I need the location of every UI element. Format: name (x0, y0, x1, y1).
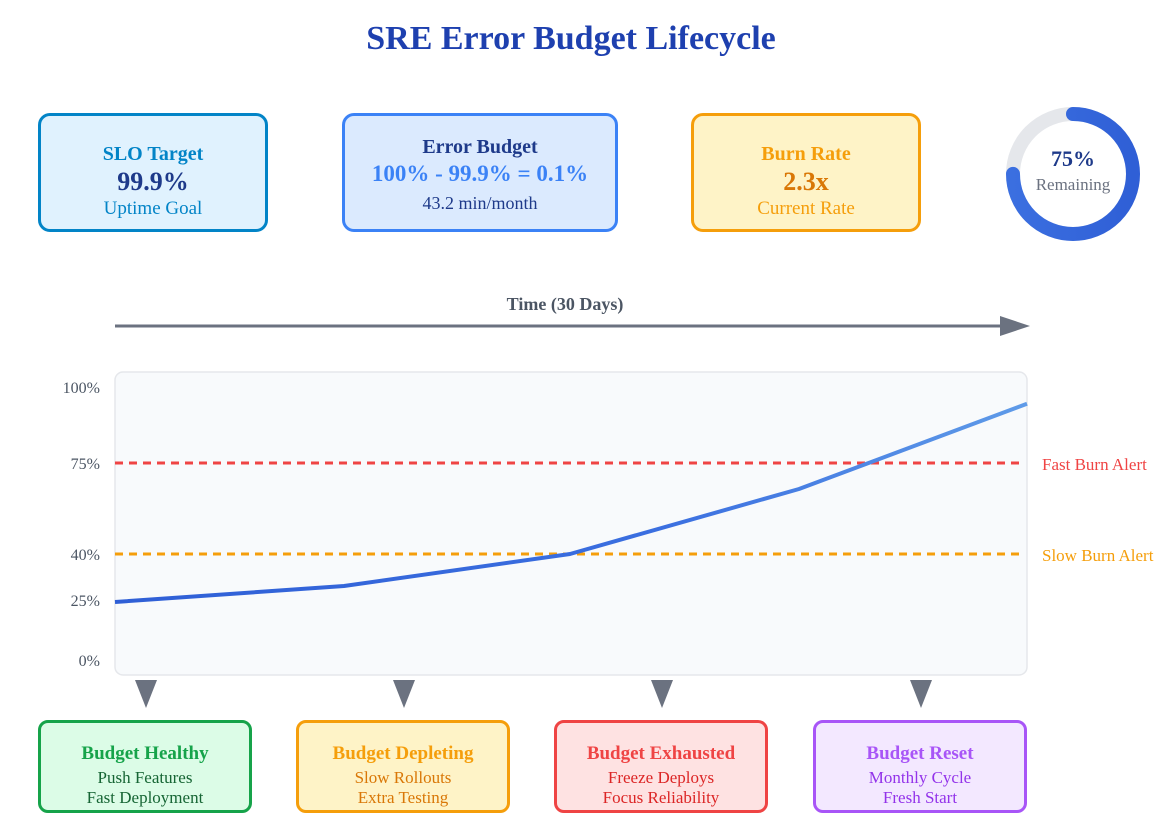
y-tick-0: 0% (78, 653, 100, 670)
stage-budget-exhausted: Budget Exhausted Freeze Deploys Focus Re… (554, 720, 768, 813)
stage-budget-depleting: Budget Depleting Slow Rollouts Extra Tes… (296, 720, 510, 813)
stage-title: Budget Depleting (332, 743, 474, 764)
budget-consumption-line (114, 401, 1028, 604)
slo-target-card: SLO Target 99.9% Uptime Goal (38, 113, 268, 232)
burn-rate-label: Burn Rate (761, 143, 851, 165)
burn-rate-sub: Current Rate (757, 198, 855, 219)
page-title: SRE Error Budget Lifecycle (366, 20, 776, 57)
stage-line-2: Extra Testing (357, 788, 449, 807)
gauge-percent: 75% (1051, 146, 1095, 171)
stage-pointer-3 (651, 680, 673, 708)
stage-pointer-1 (135, 680, 157, 708)
error-budget-value: 100% - 99.9% = 0.1% (371, 161, 589, 186)
error-budget-sub: 43.2 min/month (422, 193, 538, 213)
chart-area (114, 371, 1028, 676)
y-tick-25: 25% (70, 593, 100, 610)
stage-pointer-2 (393, 680, 415, 708)
error-budget-label: Error Budget (422, 136, 538, 158)
stage-budget-reset: Budget Reset Monthly Cycle Fresh Start (813, 720, 1027, 813)
y-tick-75: 75% (70, 456, 100, 473)
burn-rate-card: Burn Rate 2.3x Current Rate (691, 113, 921, 232)
stage-title: Budget Exhausted (586, 743, 736, 764)
chart-layer (114, 401, 1028, 604)
fast-burn-alert-label: Fast Burn Alert (1042, 455, 1147, 474)
error-budget-card: Error Budget 100% - 99.9% = 0.1% 43.2 mi… (342, 113, 618, 232)
stage-title: Budget Healthy (81, 743, 209, 764)
burn-rate-value: 2.3x (783, 167, 829, 196)
time-axis-label: Time (30 Days) (506, 294, 624, 314)
slow-burn-alert-label: Slow Burn Alert (1042, 546, 1154, 565)
stage-budget-healthy: Budget Healthy Push Features Fast Deploy… (38, 720, 252, 813)
stage-title: Budget Reset (866, 743, 974, 764)
time-arrow-head (1000, 316, 1030, 336)
stage-line-2: Fresh Start (882, 788, 958, 807)
gauge-arc (1006, 107, 1140, 241)
stage-line-1: Monthly Cycle (868, 768, 972, 787)
slo-value: 99.9% (117, 167, 189, 196)
stage-line-2: Fast Deployment (86, 788, 204, 807)
stage-pointer-4 (910, 680, 932, 708)
stage-line-2: Focus Reliability (602, 788, 720, 807)
slo-sub: Uptime Goal (103, 198, 203, 219)
stage-line-1: Freeze Deploys (607, 768, 715, 787)
stage-line-1: Slow Rollouts (354, 768, 452, 787)
y-tick-40: 40% (70, 547, 100, 564)
y-tick-100: 100% (62, 380, 100, 397)
stage-line-1: Push Features (97, 768, 193, 787)
gauge-label: Remaining (1035, 175, 1111, 194)
slo-label: SLO Target (102, 143, 204, 165)
